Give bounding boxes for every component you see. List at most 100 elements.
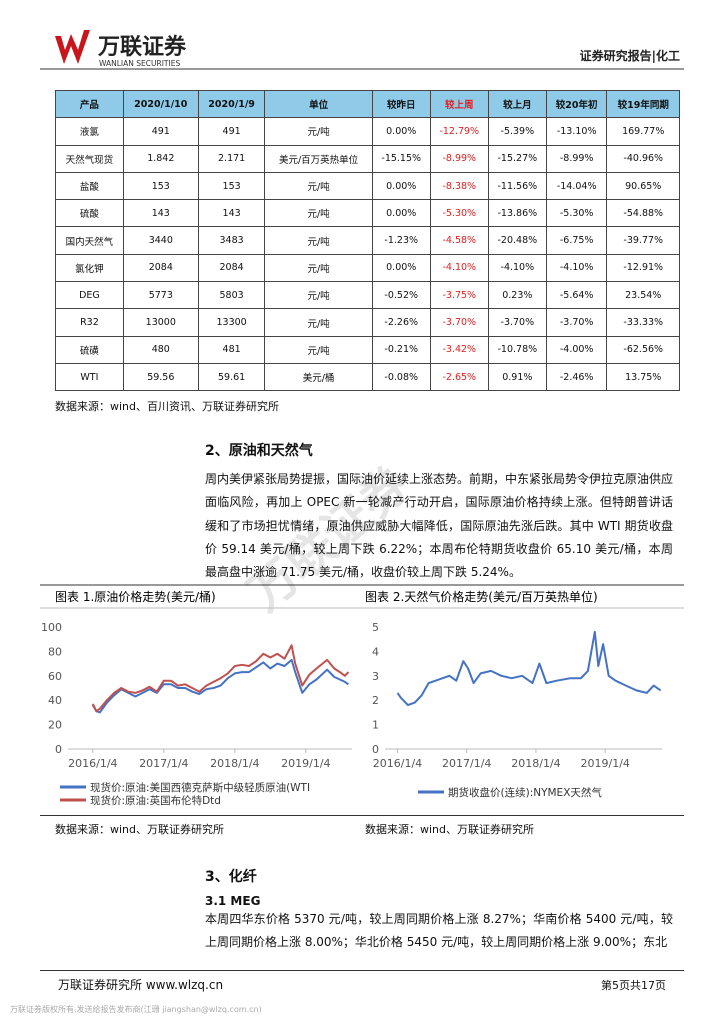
table-cell: -12.91%: [606, 253, 680, 283]
header-row: 产品 2020/1/10 2020/1/9 单位 较昨日 较上周 较上月 较20年初 较19年同…: [55, 89, 680, 119]
table-cell: 元/吨: [264, 253, 373, 283]
footer-left: 万联证券研究所 www.wlzq.cn: [58, 978, 224, 992]
data-line: [91, 658, 349, 714]
table-cell: 2084: [197, 253, 266, 283]
table-cell: 143: [122, 199, 199, 228]
column-header: 单位: [264, 89, 373, 119]
subsection-title: 3.1 MEG: [205, 894, 261, 908]
x-tick-label: 2016/1/4: [68, 757, 117, 770]
table-cell: 90.65%: [606, 171, 680, 201]
table-cell: 481: [197, 335, 266, 364]
table-cell: DEG: [55, 281, 124, 310]
table-cell: 天然气现货: [55, 144, 124, 173]
table-cell: -8.38%: [429, 171, 489, 201]
table-cell: -3.70%: [487, 308, 547, 337]
table-cell: -0.08%: [371, 362, 431, 392]
table-cell: -11.56%: [487, 171, 547, 201]
y-tick-label: 20: [48, 719, 62, 732]
table-cell: 元/吨: [264, 199, 373, 228]
table-cell: WTI: [55, 362, 124, 392]
table-cell: -4.10%: [429, 253, 489, 283]
table-cell: -5.30%: [429, 199, 489, 228]
paragraph: 本周四华东价格 5370 元/吨，较上周同期价格上涨 8.27%；华南价格 54…: [205, 912, 673, 950]
table-cell: 0.23%: [487, 281, 547, 310]
column-header: 2020/1/9: [197, 89, 266, 119]
table-cell: -4.10%: [487, 253, 547, 283]
table-cell: -39.77%: [606, 226, 680, 255]
table-cell: -54.88%: [606, 199, 680, 228]
column-header: 较上周: [429, 89, 489, 119]
table-cell: 491: [197, 117, 266, 146]
table-cell: -3.42%: [429, 335, 489, 364]
logo: [55, 30, 90, 64]
table-source: 数据来源：wind、百川资讯、万联证券研究所: [55, 400, 280, 413]
page-number: 第5页共17页: [601, 979, 666, 992]
x-tick-label: 2016/1/4: [373, 757, 422, 770]
table-cell: -0.21%: [371, 335, 431, 364]
x-tick-label: 2019/1/4: [581, 757, 630, 770]
table-cell: 169.77%: [606, 117, 680, 146]
column-header: 2020/1/10: [122, 89, 199, 119]
table-cell: 153: [197, 171, 266, 201]
table-cell: -8.99%: [545, 144, 608, 173]
table-cell: 美元/桶: [264, 362, 373, 392]
table-cell: -1.23%: [371, 226, 431, 255]
table-cell: -4.10%: [545, 253, 608, 283]
section-title: 2、原油和天然气: [205, 443, 313, 459]
y-tick-label: 60: [48, 670, 62, 683]
chart: 0 1 2 3 4 5 2016/1/4 2017/1/4 2018/1/4 2019/1/4 期货…: [372, 621, 662, 799]
footer-rule: [40, 970, 684, 971]
table-cell: 0.00%: [371, 117, 431, 146]
table-cell: 元/吨: [264, 281, 373, 310]
table-cell: -10.78%: [487, 335, 547, 364]
table-cell: R32: [55, 308, 124, 337]
x-tick-label: 2017/1/4: [442, 757, 491, 770]
chart-source: 数据来源：wind、万联证券研究所: [55, 823, 225, 836]
table-cell: -3.70%: [429, 308, 489, 337]
chart: 0 20 40 60 80 100 2016/1/4 2017/1/4 2018/1/4 2019…: [41, 621, 352, 807]
table-cell: 13300: [197, 308, 266, 337]
y-tick-label: 1: [372, 719, 379, 732]
table-cell: -40.96%: [606, 144, 680, 173]
x-tick-label: 2017/1/4: [139, 757, 188, 770]
chart-title: 图表 2.天然气价格走势(美元/百万英热单位): [365, 589, 598, 604]
section-title: 3、化纤: [205, 869, 257, 885]
chart-source: 数据来源：wind、万联证券研究所: [365, 823, 535, 836]
table-cell: 盐酸: [55, 171, 124, 201]
table-row: 天然气现货 1.842 2.171 美元/百万英热单位 -15.15% -8.99% -15…: [55, 144, 680, 173]
table-cell: -14.04%: [545, 171, 608, 201]
table-row: 液氯 491 491 元/吨 0.00% -12.79% -5.39% -13.10% 169.…: [55, 117, 680, 146]
y-tick-label: 40: [48, 694, 62, 707]
column-header: 较上月: [487, 89, 547, 119]
table-cell: 1.842: [122, 144, 199, 173]
column-header: 产品: [55, 89, 124, 119]
table-cell: 液氯: [55, 117, 124, 146]
paragraph: 周内美伊紧张局势提振，国际油价延续上涨态势。前期，中东紧张局势令伊拉克原油供应面…: [205, 472, 674, 580]
table-cell: -0.52%: [371, 281, 431, 310]
table-cell: 13.75%: [606, 362, 680, 392]
table-row: 氯化钾 2084 2084 元/吨 0.00% -4.10% -4.10% -4.10% -12…: [55, 253, 680, 283]
table-cell: -15.27%: [487, 144, 547, 173]
table-row: 硫磺 480 481 元/吨 -0.21% -3.42% -10.78% -4.00% -62.…: [55, 335, 680, 364]
table-row: 盐酸 153 153 元/吨 0.00% -8.38% -11.56% -14.04% 90.6…: [55, 171, 680, 201]
brand-en: WANLIAN SECURITIES: [99, 59, 180, 68]
table-cell: 59.56: [122, 362, 199, 392]
table-cell: -12.79%: [429, 117, 489, 146]
table-cell: 美元/百万英热单位: [264, 144, 373, 173]
table-row: DEG 5773 5803 元/吨 -0.52% -3.75% 0.23% -5.64% 23.…: [55, 281, 680, 310]
table-cell: 2.171: [197, 144, 266, 173]
table-cell: -15.15%: [371, 144, 431, 173]
x-tick-label: 2019/1/4: [281, 757, 330, 770]
table-cell: -2.46%: [545, 362, 608, 392]
table-cell: 硫酸: [55, 199, 124, 228]
table-cell: 元/吨: [264, 117, 373, 146]
table-cell: -3.75%: [429, 281, 489, 310]
table-cell: 3483: [197, 226, 266, 255]
table-cell: -3.70%: [545, 308, 608, 337]
table-cell: -2.65%: [429, 362, 489, 392]
table-cell: -5.39%: [487, 117, 547, 146]
report-type: 证券研究报告|化工: [580, 48, 680, 63]
table-row: WTI 59.56 59.61 美元/桶 -0.08% -2.65% 0.91% -2.46%…: [55, 362, 680, 392]
table-cell: 143: [197, 199, 266, 228]
legend-label: 现货价:原油:英国布伦特Dtd: [90, 794, 221, 807]
